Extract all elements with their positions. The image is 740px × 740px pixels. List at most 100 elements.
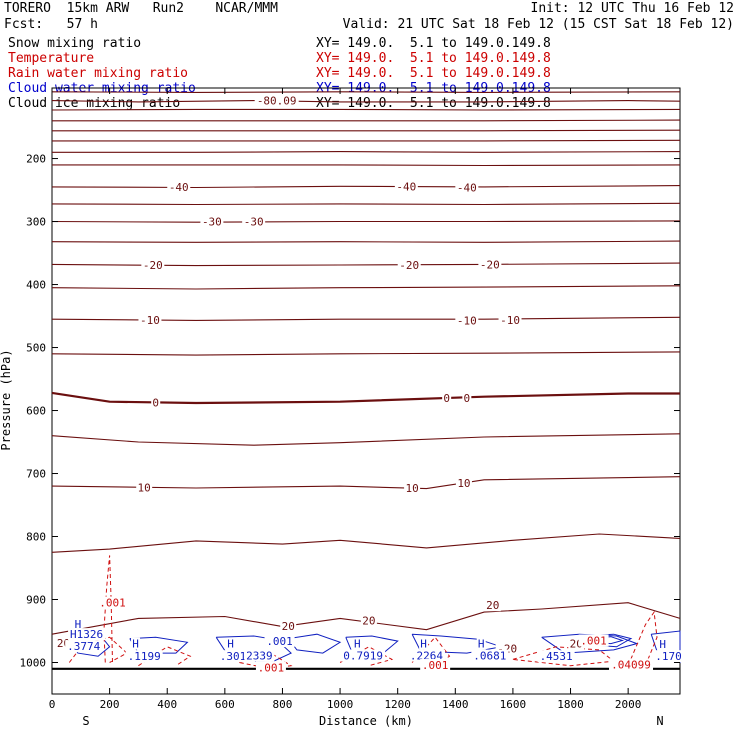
rain-label-bg <box>578 634 609 647</box>
isotherm-line <box>52 119 681 122</box>
isotherm-label: 20 <box>362 614 375 627</box>
cloud-water-label: 0.7919 <box>343 650 383 663</box>
cloud-water-label-bg <box>131 637 141 650</box>
isotherm-label-bg <box>254 94 299 107</box>
cloud-water-label-bg <box>341 649 386 662</box>
x-tick-label: 1000 <box>327 698 354 711</box>
cloud-water-label-bg <box>352 637 362 650</box>
cloud-water-contour <box>287 633 342 654</box>
isotherm-line <box>52 129 681 132</box>
cloud-water-label: 2339 <box>246 650 273 663</box>
cloud-water-label-bg <box>407 649 445 662</box>
x-tick-label: 1800 <box>557 698 584 711</box>
rain-label: .001 <box>580 634 607 647</box>
cloud-water-label-bg <box>537 650 575 663</box>
init-time: Init: 12 UTC Thu 16 Feb 12 <box>530 1 735 16</box>
x-tick-label: 1600 <box>500 698 527 711</box>
rain-label: .001 <box>258 662 285 675</box>
isotherm-line <box>51 391 680 405</box>
isotherm-label-bg <box>442 391 452 404</box>
cloud-water-label: H1326 <box>70 628 103 641</box>
rain-contour <box>627 610 658 666</box>
temperature-isotherms <box>51 91 681 670</box>
isotherm-line <box>51 240 681 243</box>
isotherm-label: -10 <box>457 314 477 327</box>
isotherm-line <box>51 351 681 356</box>
y-axis-label: Pressure (hPa) <box>0 349 13 450</box>
isotherm-line <box>51 602 681 635</box>
x-tick-label: 2000 <box>615 698 642 711</box>
cloud-water-label: H <box>420 638 427 651</box>
cloud-water-label-bg <box>68 628 106 641</box>
isotherm-label: 0 <box>152 396 159 409</box>
isotherm-label-bg <box>394 180 418 193</box>
isotherm-label-bg <box>404 482 421 495</box>
x-tick-label: 200 <box>100 698 120 711</box>
cloud-water-label-bg <box>226 637 236 650</box>
isotherm-label-bg <box>360 614 377 627</box>
y-tick-label: 700 <box>26 468 46 481</box>
isotherm-label-bg <box>455 181 479 194</box>
legend-xy-temperature: XY= 149.0. 5.1 to 149.0.149.8 <box>316 51 551 66</box>
x-tick-label: 1400 <box>442 698 469 711</box>
x-tick-label: 0 <box>49 698 56 711</box>
cloud-water-label-bg <box>65 640 103 653</box>
isotherm-label: -30 <box>244 216 264 229</box>
cloud-water-label: .3774 <box>67 640 100 653</box>
legend-label-temperature: Temperature <box>8 51 95 66</box>
forecast-hour: Fcst: 57 h <box>4 17 98 32</box>
x-tick-label: 800 <box>273 698 293 711</box>
rain-label-bg <box>609 658 654 671</box>
y-tick-label: 400 <box>26 279 46 292</box>
isotherm-line <box>51 108 681 111</box>
rain-label-bg <box>255 661 286 674</box>
isotherm-line <box>51 185 681 189</box>
cloud-water-label-bg <box>244 649 275 662</box>
isotherm-label: 0 <box>464 392 471 405</box>
rain-label-bg <box>97 596 128 609</box>
cloud-water-label-bg <box>653 650 684 663</box>
cloud-water-contour <box>345 635 399 654</box>
isotherm-line <box>52 164 681 167</box>
isotherm-label: -40 <box>169 181 189 194</box>
cloud-water-label-bg <box>476 637 486 650</box>
isotherm-label: -20 <box>143 259 163 272</box>
rain-label-bg <box>420 659 451 672</box>
cloud-water-label: .001 <box>266 635 293 648</box>
y-tick-label: 200 <box>26 153 46 166</box>
isotherm-line <box>51 476 681 490</box>
cloud-water-label: .0681 <box>473 650 506 663</box>
rain-contour <box>512 646 615 667</box>
legend-xy-snow: XY= 149.0. 5.1 to 149.0.149.8 <box>316 36 551 51</box>
isotherm-label: 0 <box>443 392 450 405</box>
legend-label-snow: Snow mixing ratio <box>8 36 142 51</box>
isotherm-line <box>51 285 681 290</box>
isotherm-label: -30 <box>202 216 222 229</box>
x-end-label-south: S <box>82 714 89 728</box>
cloud-water-label: .170 <box>655 650 682 663</box>
isotherm-label-bg <box>138 313 162 326</box>
y-tick-label: 1000 <box>20 657 47 670</box>
y-tick-label: 800 <box>26 531 46 544</box>
model-title: TORERO 15km ARW Run2 NCAR/MMM <box>4 1 278 16</box>
cloud-water-label: H <box>478 638 485 651</box>
isotherm-label-bg <box>455 476 472 489</box>
isotherm-label-bg <box>167 180 191 193</box>
y-tick-label: 600 <box>26 405 46 418</box>
isotherm-label-bg <box>484 599 501 612</box>
isotherm-label: -20 <box>480 258 500 271</box>
cloud-water-label-bg <box>264 635 295 648</box>
isotherm-label-bg <box>242 215 266 228</box>
legend-label-cloud-ice: Cloud ice mixing ratio <box>8 96 181 111</box>
isotherm-label-bg <box>498 313 522 326</box>
x-tick-label: 1200 <box>384 698 411 711</box>
cloud-water-label: .4531 <box>540 650 573 663</box>
isotherm-label-bg <box>397 259 421 272</box>
isotherm-line <box>51 220 681 223</box>
x-axis-label: Distance (km) <box>319 714 413 728</box>
isotherm-label: -40 <box>396 180 416 193</box>
rain-label: .001 <box>422 659 449 672</box>
isotherm-label: 20 <box>486 599 499 612</box>
isotherm-label: -80.09 <box>257 95 297 108</box>
isotherm-line <box>51 202 681 206</box>
